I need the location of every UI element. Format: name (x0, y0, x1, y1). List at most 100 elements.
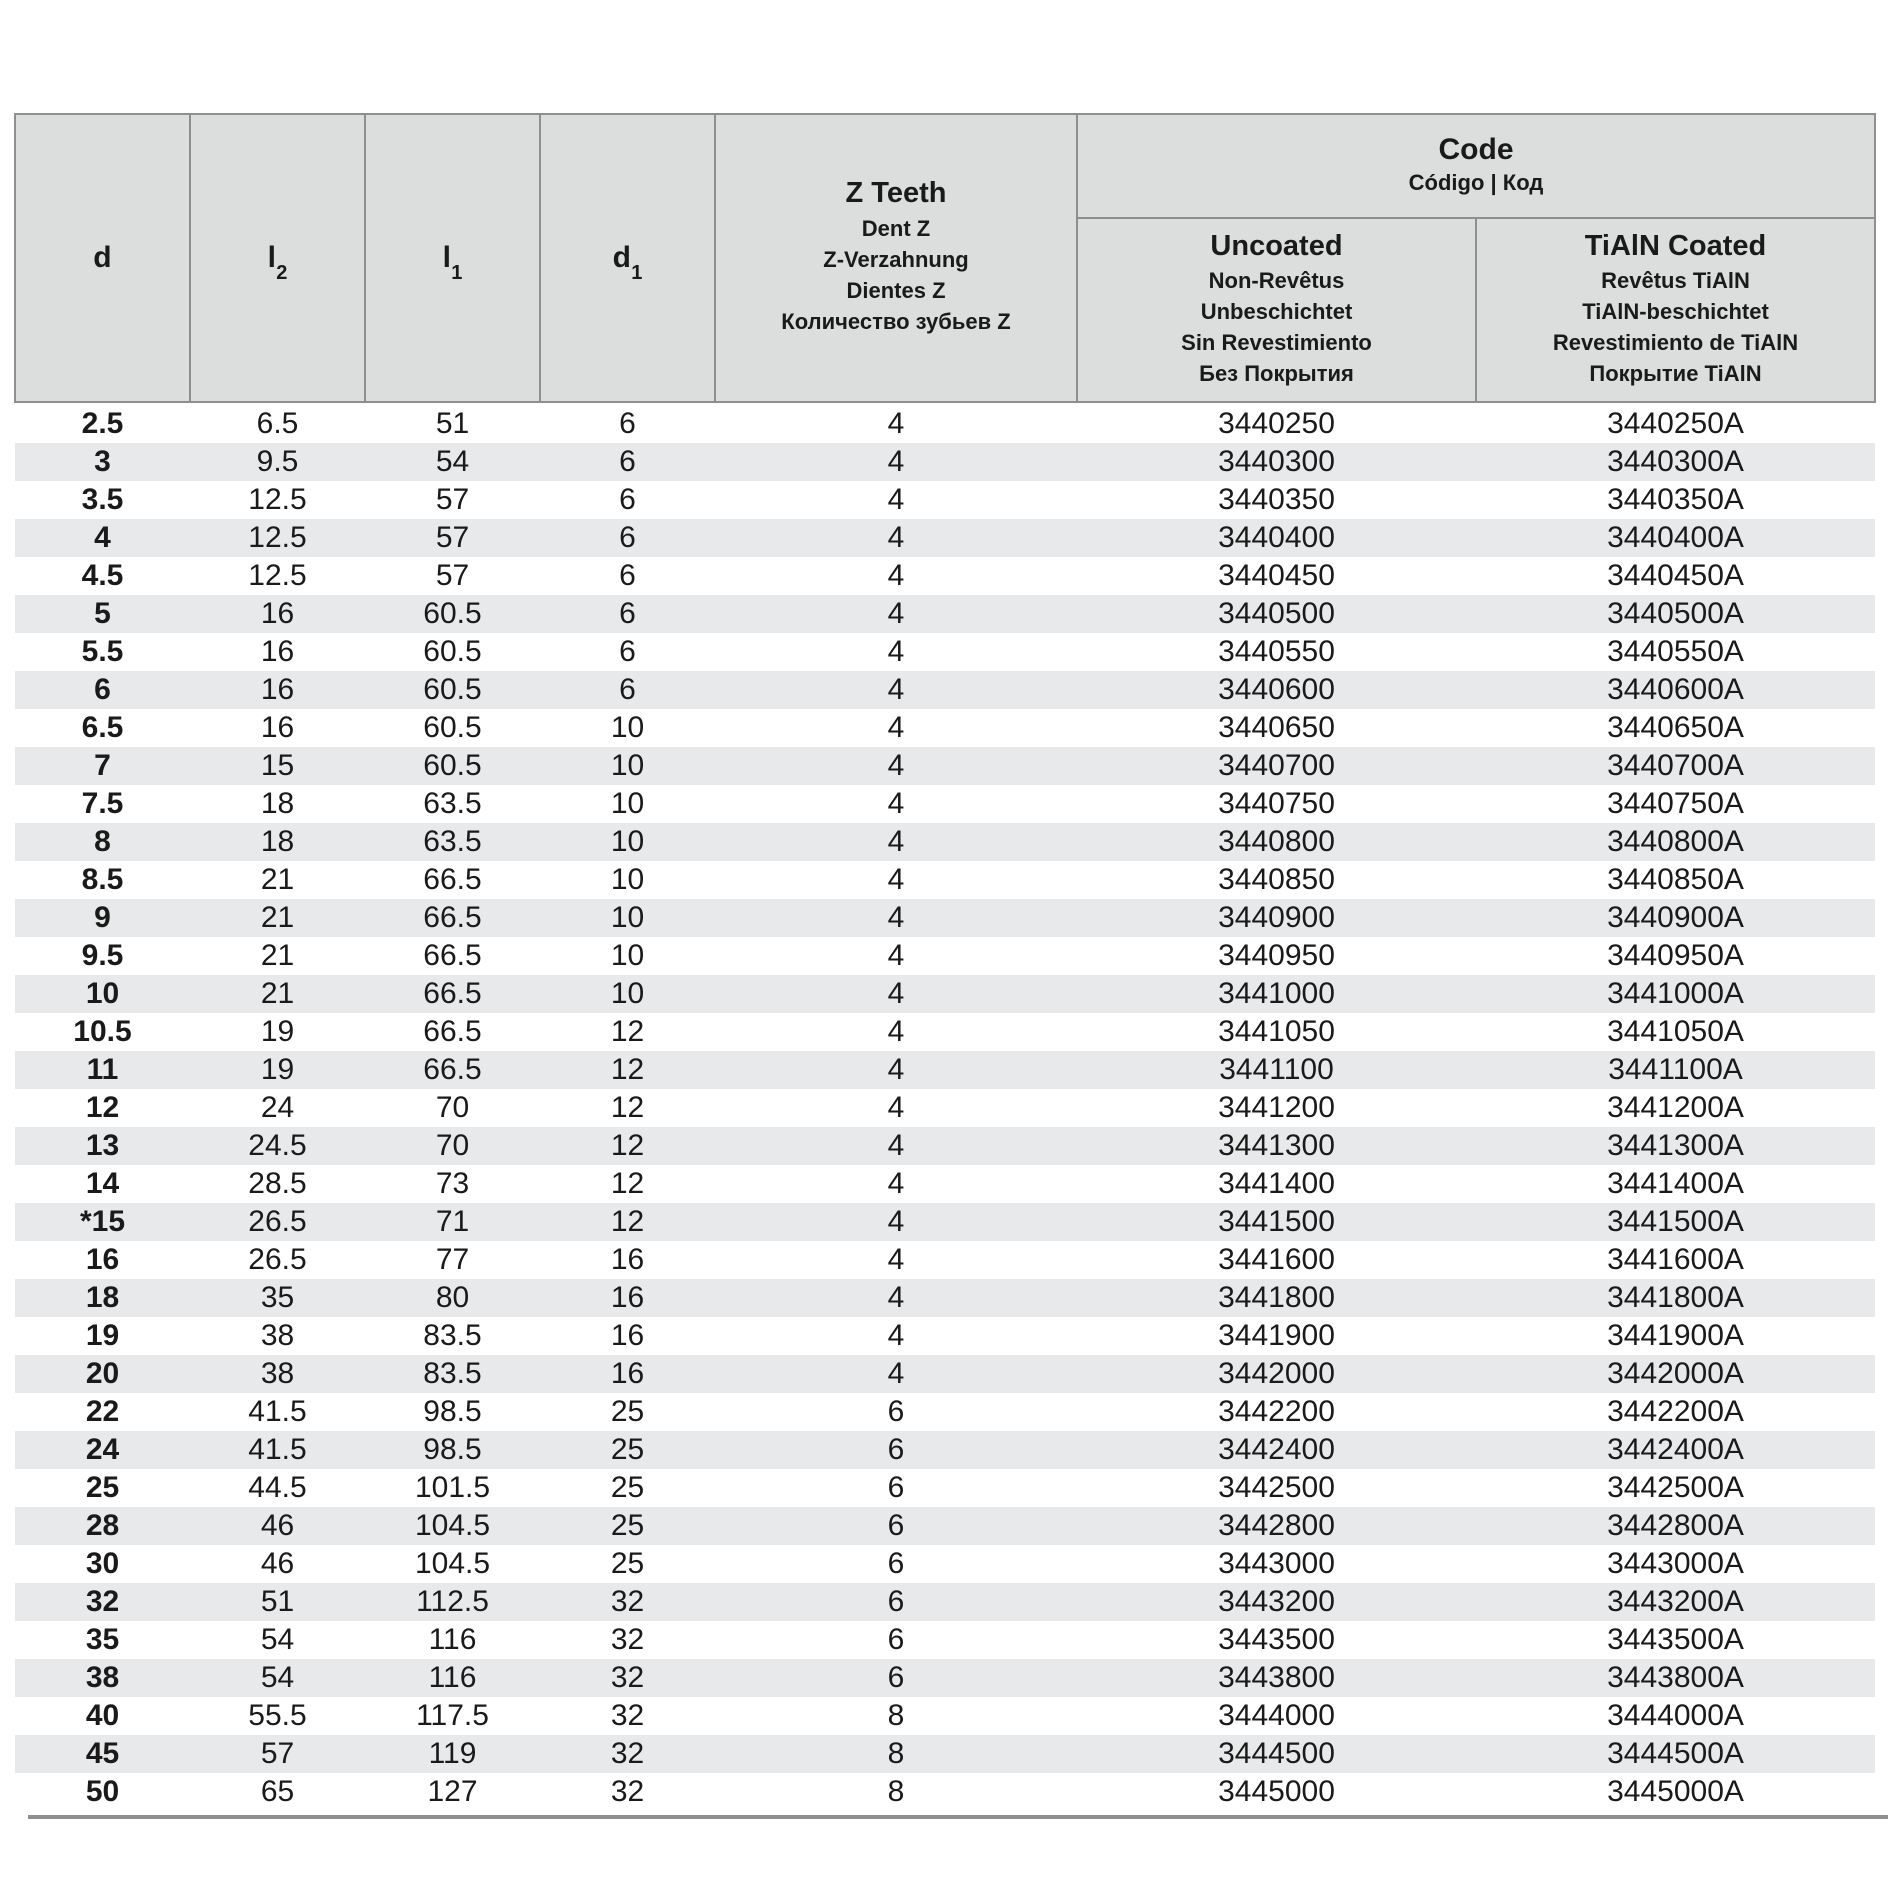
column-header-z-teeth: Z Teeth Dent Z Z-Verzahnung Dientes Z Ко… (714, 112, 1078, 404)
cell-l2: 9.5 (190, 443, 365, 482)
cell-uncoated: 3444500 (1077, 1735, 1476, 1774)
cell-z: 4 (887, 1091, 905, 1125)
cell-uncoated: 3442400 (1077, 1431, 1476, 1470)
table-row: 9.5 21 66.5 10 4 3440950 3440950A (15, 937, 1875, 975)
header-subscript-l1: 1 (451, 262, 463, 285)
cell-uncoated: 3441400 (1218, 1167, 1335, 1201)
cell-l2: 41.5 (248, 1395, 307, 1429)
cell-uncoated: 3445000 (1218, 1775, 1335, 1809)
z-teeth-label-ru: Количество зубьев Z (781, 308, 1011, 334)
cell-d1: 16 (540, 1355, 715, 1394)
cell-l1: 57 (365, 519, 540, 558)
cell-uncoated: 3441600 (1218, 1243, 1335, 1277)
cell-d: 16 (85, 1243, 120, 1277)
cell-d: 2.5 (81, 407, 124, 441)
cell-d: 32 (15, 1583, 190, 1622)
cell-z: 4 (887, 1015, 905, 1049)
cell-z: 8 (887, 1775, 905, 1809)
tialn-label-fr: Revêtus TiAlN (1601, 268, 1750, 294)
cell-l1: 112.5 (365, 1583, 540, 1622)
cell-z: 4 (715, 671, 1077, 710)
cell-tialn: 3444500A (1476, 1735, 1875, 1774)
cell-d1: 6 (540, 671, 715, 710)
column-header-l2: l2 (189, 112, 366, 404)
cell-tialn: 3443500A (1607, 1623, 1744, 1657)
cell-l1: 60.5 (423, 711, 482, 745)
table-row: 14 28.5 73 12 4 3441400 3441400A (15, 1165, 1875, 1203)
table-row: 3.5 12.5 57 6 4 3440350 3440350A (15, 481, 1875, 519)
cell-d1: 12 (610, 1091, 645, 1125)
table-row: 9 21 66.5 10 4 3440900 3440900A (15, 899, 1875, 938)
table-row: 5 16 60.5 6 4 3440500 3440500A (15, 595, 1875, 634)
cell-d1: 12 (540, 1127, 715, 1166)
cell-d: 7 (15, 747, 190, 786)
cell-z: 4 (715, 747, 1077, 786)
z-teeth-label-es: Dientes Z (846, 278, 946, 304)
cell-d: 18 (15, 1279, 190, 1318)
cell-l1: 51 (435, 407, 470, 441)
cell-z: 6 (715, 1659, 1077, 1698)
cell-z: 6 (715, 1507, 1077, 1546)
cell-d1: 12 (540, 1203, 715, 1242)
table-row: 30 46 104.5 25 6 3443000 3443000A (15, 1545, 1875, 1583)
cell-d1: 6 (619, 483, 636, 517)
cell-tialn: 3440450A (1607, 559, 1744, 593)
cell-d1: 25 (540, 1431, 715, 1470)
table-row: 40 55.5 117.5 32 8 3444000 3444000A (15, 1697, 1875, 1735)
cell-l2: 19 (260, 1015, 295, 1049)
cell-d: 7.5 (81, 787, 124, 821)
cell-l2: 54 (190, 1659, 365, 1698)
cell-l1: 80 (365, 1279, 540, 1318)
cell-tialn: 3441000A (1476, 975, 1875, 1014)
cell-l1: 54 (365, 443, 540, 482)
column-header-l1: l1 (364, 112, 541, 404)
cell-d1: 6 (540, 595, 715, 634)
table-row: 10 21 66.5 10 4 3441000 3441000A (15, 975, 1875, 1014)
cell-l1: 83.5 (365, 1355, 540, 1394)
cell-uncoated: 3441900 (1218, 1319, 1335, 1353)
cell-l1: 101.5 (414, 1471, 491, 1505)
code-title: Code (1438, 133, 1514, 167)
cell-z: 4 (715, 1203, 1077, 1242)
cell-d: 22 (85, 1395, 120, 1429)
table-row: 12 24 70 12 4 3441200 3441200A (15, 1089, 1875, 1127)
cell-d1: 16 (610, 1243, 645, 1277)
cell-l1: 60.5 (365, 595, 540, 634)
cell-uncoated: 3443000 (1218, 1547, 1335, 1581)
cell-l1: 60.5 (365, 747, 540, 786)
cell-uncoated: 3440400 (1077, 519, 1476, 558)
cell-z: 6 (887, 1395, 905, 1429)
cell-d1: 6 (540, 443, 715, 482)
cell-tialn: 3440300A (1476, 443, 1875, 482)
cell-uncoated: 3441800 (1077, 1279, 1476, 1318)
cell-z: 4 (887, 559, 905, 593)
cell-z: 4 (715, 443, 1077, 482)
cell-z: 4 (887, 1243, 905, 1277)
cell-z: 4 (887, 1319, 905, 1353)
cell-l2: 15 (190, 747, 365, 786)
cell-d: 20 (15, 1355, 190, 1394)
cell-l1: 60.5 (423, 635, 482, 669)
cell-d1: 32 (610, 1623, 645, 1657)
cell-tialn: 3441300A (1476, 1127, 1875, 1166)
table-row: 10.5 19 66.5 12 4 3441050 3441050A (15, 1013, 1875, 1051)
cell-z: 4 (887, 787, 905, 821)
cell-z: 6 (887, 1471, 905, 1505)
cell-d: 24 (15, 1431, 190, 1470)
cell-uncoated: 3440700 (1077, 747, 1476, 786)
cell-uncoated: 3440550 (1218, 635, 1335, 669)
cell-l2: 24.5 (190, 1127, 365, 1166)
table-row: 25 44.5 101.5 25 6 3442500 3442500A (15, 1469, 1875, 1507)
cell-l2: 35 (190, 1279, 365, 1318)
cell-tialn: 3440500A (1476, 595, 1875, 634)
cell-z: 4 (887, 1167, 905, 1201)
cell-l1: 70 (435, 1091, 470, 1125)
table-row: 3 9.5 54 6 4 3440300 3440300A (15, 443, 1875, 482)
cell-tialn: 3440350A (1607, 483, 1744, 517)
cell-uncoated: 3443500 (1218, 1623, 1335, 1657)
table-row: 45 57 119 32 8 3444500 3444500A (15, 1735, 1875, 1774)
cell-tialn: 3441900A (1607, 1319, 1744, 1353)
cell-l2: 12.5 (248, 483, 307, 517)
cell-uncoated: 3444000 (1218, 1699, 1335, 1733)
table-row: 50 65 127 32 8 3445000 3445000A (15, 1773, 1875, 1811)
